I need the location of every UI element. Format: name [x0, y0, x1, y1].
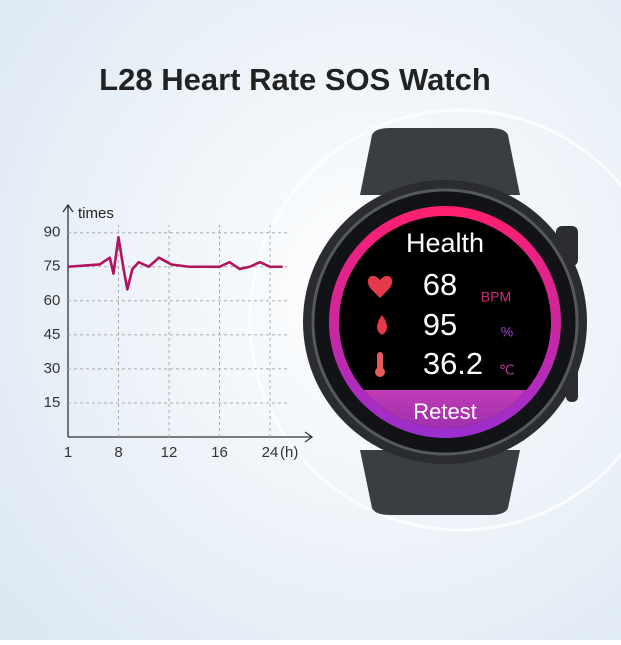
x-axis-label: (h)	[280, 444, 298, 461]
y-tick-label: 60	[44, 292, 61, 309]
y-tick-label: 45	[44, 326, 61, 343]
x-tick-label: 8	[114, 444, 122, 461]
x-tick-label: 12	[161, 444, 178, 461]
retest-button[interactable]: Retest	[413, 399, 477, 424]
y-axis-label: times	[78, 205, 114, 222]
x-tick-label: 1	[64, 444, 72, 461]
y-tick-label: 75	[44, 258, 61, 275]
y-tick-label: 30	[44, 360, 61, 377]
reading-value: 95	[423, 307, 457, 342]
x-tick-label: 24	[262, 444, 279, 461]
watch	[303, 128, 587, 515]
reading-unit: ℃	[499, 362, 515, 378]
decor-ring	[248, 108, 621, 532]
x-tick-label: 16	[211, 444, 228, 461]
reading-value: 68	[423, 267, 457, 302]
heart-rate-line	[67, 235, 283, 291]
y-tick-label: 90	[44, 224, 61, 241]
reading-value: 36.2	[423, 346, 483, 381]
y-tick-label: 15	[44, 394, 61, 411]
watch-heading: Health	[406, 228, 484, 258]
reading-unit: %	[501, 324, 513, 340]
axes	[62, 203, 314, 443]
reading-unit: BPM	[481, 289, 511, 305]
page-title: L28 Heart Rate SOS Watch	[99, 62, 491, 97]
